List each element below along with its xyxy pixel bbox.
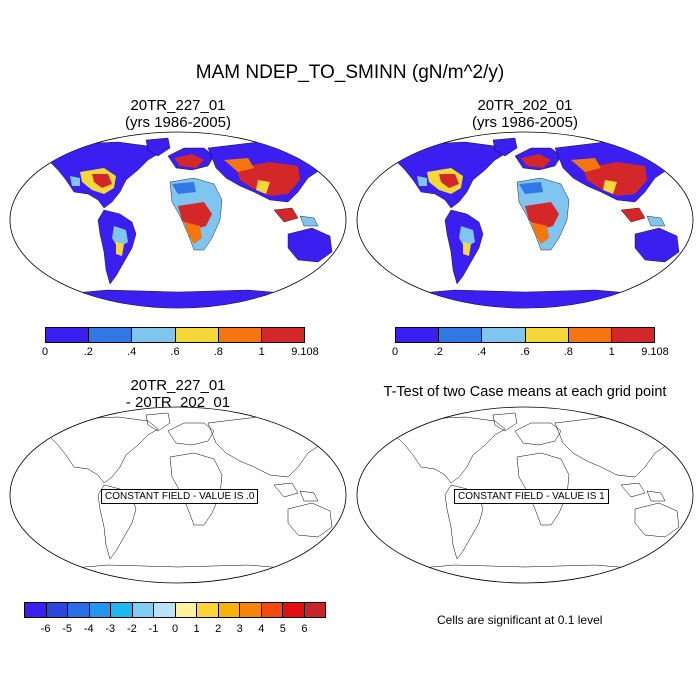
colorbar-case2: [395, 327, 655, 343]
colorbar-tick-label: .8: [213, 346, 223, 358]
colorbar-swatch: [132, 603, 154, 617]
colorbar-swatch: [218, 603, 240, 617]
colorbar-tick-label: 9.108: [291, 346, 319, 358]
panel-title-case2: 20TR_202_01 (yrs 1986-2005): [355, 97, 695, 131]
panel-title-ttest: T-Test of two Case means at each grid po…: [355, 384, 695, 401]
panel-title-line1: 20TR_202_01: [477, 97, 573, 114]
colorbar-swatch: [261, 328, 305, 342]
colorbar-tick-label: .8: [563, 346, 573, 358]
panel-title-diff: 20TR_227_01 - 20TR_202_01: [8, 377, 348, 411]
colorbar-tick-label: 1: [193, 623, 200, 635]
panel-title-line1: T-Test of two Case means at each grid po…: [383, 384, 667, 400]
colorbar-swatch: [439, 328, 483, 342]
colorbar-swatch: [89, 603, 111, 617]
significance-note: Cells are significant at 0.1 level: [437, 613, 603, 627]
colorbar-tick-label: -6: [40, 623, 51, 635]
panel-title-line1: 20TR_227_01: [130, 377, 226, 394]
colorbar-swatch: [218, 328, 262, 342]
colorbar-tick-label: 6: [301, 623, 308, 635]
colorbar-tick-label: 9.108: [641, 346, 669, 358]
colorbar-tick-label: 5: [279, 623, 286, 635]
panel-title-line1: 20TR_227_01: [130, 97, 226, 114]
colorbar-swatch: [525, 328, 569, 342]
main-title: MAM NDEP_TO_SMINN (gN/m^2/y): [195, 62, 505, 83]
colorbar-tick-label: 1: [608, 346, 615, 358]
panel-title-line2: (yrs 1986-2005): [125, 114, 231, 131]
panel-title-line2: - 20TR_202_01: [125, 394, 231, 411]
colorbar-tick-label: 0: [171, 623, 179, 635]
colorbar-tick-label: 1: [258, 346, 265, 358]
colorbar-swatch: [68, 603, 90, 617]
colorbar-tick-label: .4: [477, 346, 487, 358]
colorbar-swatch: [197, 603, 219, 617]
colorbar-swatch: [261, 603, 283, 617]
colorbar-tick-label: 0: [391, 346, 399, 358]
colorbar-swatch: [89, 328, 133, 342]
colorbar-tick-label: -2: [126, 623, 137, 635]
colorbar-swatch: [175, 328, 219, 342]
colorbar-swatch: [396, 328, 440, 342]
colorbar-difference: [24, 602, 326, 618]
colorbar-swatch: [482, 328, 526, 342]
colorbar-tick-label: -4: [83, 623, 94, 635]
colorbar-swatch: [132, 328, 176, 342]
colorbar-swatch: [111, 603, 133, 617]
colorbar-swatch: [611, 328, 655, 342]
panel-title-line2: (yrs 1986-2005): [472, 114, 578, 131]
colorbar-tick-label: -1: [148, 623, 159, 635]
colorbar-swatch: [175, 603, 197, 617]
panel-title-case1: 20TR_227_01 (yrs 1986-2005): [8, 97, 348, 131]
colorbar-swatch: [568, 328, 612, 342]
colorbar-swatch: [46, 328, 90, 342]
colorbar-tick-label: -3: [105, 623, 116, 635]
colorbar-swatch: [46, 603, 68, 617]
colorbar-case1: [45, 327, 305, 343]
colorbar-swatch: [240, 603, 262, 617]
constant-field-label-ttest: CONSTANT FIELD - VALUE IS 1: [454, 489, 609, 504]
map-case1: [9, 131, 347, 309]
colorbar-tick-label: -5: [62, 623, 73, 635]
colorbar-swatch: [283, 603, 305, 617]
colorbar-tick-label: 2: [215, 623, 222, 635]
constant-field-label-diff: CONSTANT FIELD - VALUE IS .0: [101, 489, 259, 504]
colorbar-tick-label: .2: [433, 346, 443, 358]
colorbar-tick-label: 3: [236, 623, 243, 635]
colorbar-tick-label: .2: [83, 346, 93, 358]
colorbar-swatch: [25, 603, 47, 617]
colorbar-swatch: [304, 603, 325, 617]
colorbar-tick-label: .4: [127, 346, 137, 358]
colorbar-tick-label: .6: [170, 346, 180, 358]
colorbar-tick-label: .6: [520, 346, 530, 358]
map-case2: [356, 131, 694, 309]
colorbar-tick-label: 0: [41, 346, 49, 358]
colorbar-tick-label: 4: [258, 623, 265, 635]
colorbar-swatch: [154, 603, 176, 617]
